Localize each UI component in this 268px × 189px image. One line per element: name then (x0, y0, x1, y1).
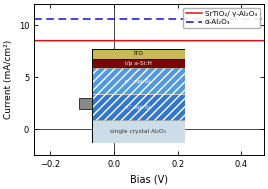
α-Al₂O₃ (73, 18, 76, 20)
X-axis label: Bias (V): Bias (V) (130, 175, 168, 185)
α-Al₂O₃ (206, 18, 209, 20)
SrTiO₂/ γ-Al₂O₃ (262, 40, 265, 42)
SrTiO₂/ γ-Al₂O₃ (32, 40, 36, 42)
SrTiO₂/ γ-Al₂O₃ (73, 40, 76, 42)
α-Al₂O₃ (168, 18, 171, 20)
SrTiO₂/ γ-Al₂O₃ (206, 40, 209, 42)
α-Al₂O₃ (92, 18, 95, 20)
SrTiO₂/ γ-Al₂O₃ (168, 40, 171, 42)
Legend: SrTiO₂/ γ-Al₂O₃, α-Al₂O₃: SrTiO₂/ γ-Al₂O₃, α-Al₂O₃ (183, 8, 260, 28)
SrTiO₂/ γ-Al₂O₃ (186, 40, 189, 42)
SrTiO₂/ γ-Al₂O₃ (136, 40, 140, 42)
α-Al₂O₃ (136, 18, 140, 20)
α-Al₂O₃ (186, 18, 189, 20)
α-Al₂O₃ (32, 18, 36, 20)
Y-axis label: Current (mA/cm²): Current (mA/cm²) (4, 40, 13, 119)
SrTiO₂/ γ-Al₂O₃ (92, 40, 95, 42)
α-Al₂O₃ (262, 18, 265, 20)
